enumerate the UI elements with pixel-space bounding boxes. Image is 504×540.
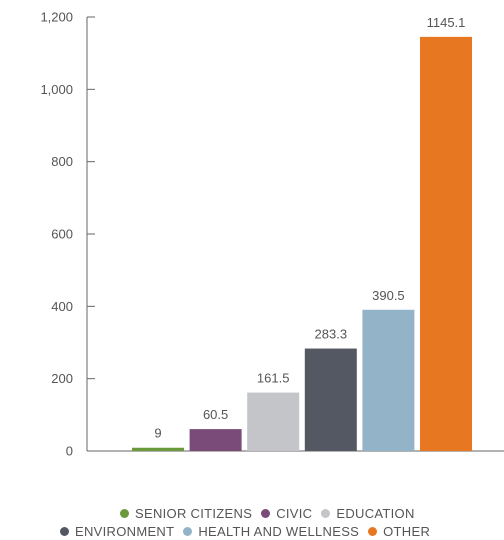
y-axis: 0 200 400 600 800 1,000 1,200 [40,10,504,459]
legend-label: CIVIC [276,506,313,521]
y-tick-label: 800 [51,154,73,169]
legend-item: ENVIRONMENT [60,524,174,539]
bar-senior-citizens [132,447,184,451]
data-label: 1145.1 [427,15,466,30]
legend-row-2: ENVIRONMENT HEALTH AND WELLNESS OTHER [60,524,439,539]
bar-civic [189,429,242,451]
data-label: 283.3 [315,327,348,342]
bars [132,36,472,451]
y-tick-label: 200 [51,371,73,386]
bar-chart: 0 200 400 600 800 1,000 1,200 9 60.5 161.5 283.3 3… [40,10,504,459]
bar-other [420,36,472,451]
legend-label: SENIOR CITIZENS [135,506,253,521]
data-label: 60.5 [203,407,228,422]
bar-health-and-wellness [362,309,415,451]
legend-row-1: SENIOR CITIZENS CIVIC EDUCATION [120,506,424,521]
legend-dot-icon [321,509,331,518]
legend-item: OTHER [368,524,430,539]
y-tick-label: 600 [51,227,73,242]
y-tick-label: 1,200 [40,10,73,25]
legend-item: CIVIC [261,506,312,521]
legend-label: ENVIRONMENT [75,524,175,539]
data-labels: 9 60.5 161.5 283.3 390.5 1145.1 [154,15,465,441]
legend-label: EDUCATION [336,506,415,521]
y-tick-label: 1,000 [40,82,73,97]
data-label: 161.5 [257,371,290,386]
y-tick-label: 0 [66,444,73,459]
bar-education [247,392,300,451]
legend-dot-icon [368,527,378,536]
legend-item: HEALTH AND WELLNESS [183,524,359,539]
legend-dot-icon [183,527,193,536]
legend-dot-icon [60,527,69,536]
legend-label: OTHER [383,524,431,539]
legend-label: HEALTH AND WELLNESS [198,524,360,539]
legend-dot-icon [120,509,129,518]
y-tick-label: 400 [51,299,73,314]
bar-environment [304,348,357,451]
data-label: 390.5 [372,288,405,303]
data-label: 9 [154,426,161,441]
legend-item: SENIOR CITIZENS [120,506,252,521]
legend-dot-icon [261,509,271,518]
legend-item: EDUCATION [321,506,414,521]
